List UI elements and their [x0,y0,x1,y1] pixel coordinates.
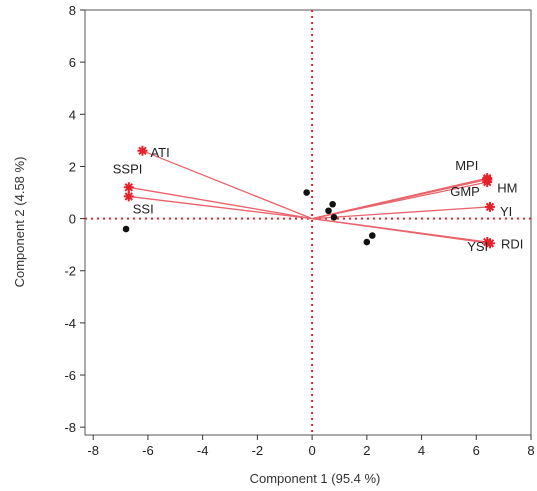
loading-vector-sspi [128,186,313,220]
y-tick-label: 6 [69,55,76,70]
score-point [122,225,130,233]
y-tick-label: 2 [69,159,76,174]
loading-label-mpi: MPI [455,158,478,173]
x-axis-ticks: -8 -6 -4 -2 0 2 4 6 8 [87,435,535,458]
y-tick-label: -4 [64,316,76,331]
x-tick-label: -2 [252,443,264,458]
y-tick-label: -6 [64,368,76,383]
loading-marker-ssi [123,191,134,202]
loading-marker-hm [482,174,493,185]
y-tick-label: 4 [69,107,76,122]
x-tick-label: 0 [308,443,315,458]
loading-label-ssi: SSI [133,201,154,216]
loading-label-ysi: YSI [467,239,488,254]
loading-vector-ssi [128,195,313,220]
score-point [369,232,376,239]
loading-vector-hm [311,178,488,220]
loading-labels: ATI SSPI SSI MPI GMP HM YI YSI RDI [113,145,524,254]
loading-vector-yi [312,206,490,220]
x-tick-label: -8 [87,443,99,458]
loading-label-hm: HM [497,180,517,195]
x-tick-label: 8 [527,443,534,458]
score-point [303,189,310,196]
y-tick-label: 8 [69,3,76,18]
y-tick-label: -2 [64,264,76,279]
loading-vector-ati [142,150,313,220]
score-point [363,238,371,246]
loading-vectors [123,145,495,249]
score-point [329,200,336,208]
x-axis-title: Component 1 (95.4 %) [250,471,381,486]
score-point [330,213,338,221]
score-points [122,189,376,246]
loading-marker-yi [484,201,495,212]
score-point [325,207,332,215]
x-tick-label: 4 [418,443,425,458]
x-tick-label: 2 [363,443,370,458]
y-tick-label: -8 [64,420,76,435]
y-tick-label: 0 [69,212,76,227]
loading-label-gmp: GMP [450,184,480,199]
x-tick-label: -6 [142,443,154,458]
y-axis-ticks: -8 -6 -4 -2 0 2 4 6 8 [64,3,85,435]
plot-area [84,9,532,436]
loading-label-ati: ATI [150,145,169,160]
loading-label-yi: YI [500,204,512,219]
loading-marker-rdi [484,238,495,249]
loading-vector-rdi [312,217,491,245]
x-tick-label: 6 [473,443,480,458]
loading-label-sspi: SSPI [113,161,143,176]
loading-marker-ysi [482,237,493,248]
x-tick-label: -4 [197,443,209,458]
loading-marker-sspi [123,182,134,193]
y-axis-title: Component 2 (4.58 %) [12,157,27,288]
loading-label-rdi: RDI [501,236,523,251]
loading-marker-ati [137,145,148,156]
